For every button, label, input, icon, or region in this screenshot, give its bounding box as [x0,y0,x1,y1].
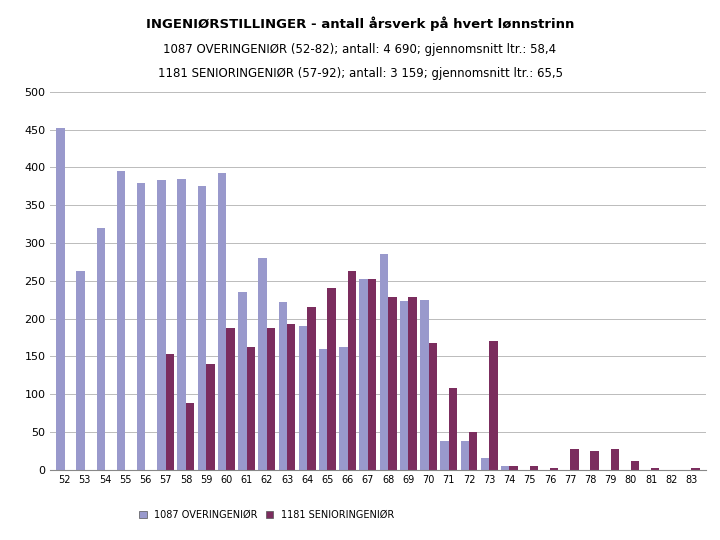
Bar [631,461,639,470]
Bar [287,324,295,470]
Bar [177,179,186,470]
Bar [307,307,315,470]
Bar [258,258,267,470]
Bar [339,347,348,470]
Bar [238,292,246,470]
Bar [267,328,275,470]
Bar [590,451,599,470]
Bar [510,466,518,470]
Bar [246,347,255,470]
Bar [379,254,388,470]
Bar [226,328,235,470]
Bar [428,343,437,470]
Bar [651,468,660,470]
Bar [359,279,368,470]
Bar [328,288,336,470]
Bar [441,441,449,470]
Bar [461,441,469,470]
Bar [117,171,125,470]
Bar [206,364,215,470]
Title: INGENIØRSTILLINGER - antall årsverk på hvert lønnstrinn
1087 OVERINGENIØR (52-82: INGENIØRSTILLINGER - antall årsverk på h… [0,539,1,540]
Legend: 1087 OVERINGENIØR, 1181 SENIORINGENIØR: 1087 OVERINGENIØR, 1181 SENIORINGENIØR [135,506,398,523]
Bar [96,228,105,470]
Text: INGENIØRSTILLINGER - antall årsverk på hvert lønnstrinn: INGENIØRSTILLINGER - antall årsverk på h… [146,16,574,31]
Bar [489,341,498,470]
Text: 1087 OVERINGENIØR (52-82); antall: 4 690; gjennomsnitt ltr.: 58,4: 1087 OVERINGENIØR (52-82); antall: 4 690… [163,43,557,56]
Bar [319,349,328,470]
Bar [137,183,145,470]
Bar [481,458,489,470]
Bar [388,298,397,470]
Bar [420,300,428,470]
Bar [166,354,174,470]
Bar [408,298,417,470]
Bar [157,180,166,470]
Bar [530,466,538,470]
Bar [400,301,408,470]
Bar [56,128,65,470]
Bar [197,186,206,470]
Bar [299,326,307,470]
Bar [279,302,287,470]
Bar [368,279,377,470]
Bar [469,432,477,470]
Text: 1181 SENIORINGENIØR (57-92); antall: 3 159; gjennomsnitt ltr.: 65,5: 1181 SENIORINGENIØR (57-92); antall: 3 1… [158,68,562,80]
Bar [449,388,457,470]
Bar [76,271,85,470]
Bar [501,466,510,470]
Bar [611,449,619,470]
Bar [570,449,579,470]
Bar [348,271,356,470]
Bar [691,468,700,470]
Bar [218,173,226,470]
Bar [186,403,194,470]
Bar [550,468,559,470]
